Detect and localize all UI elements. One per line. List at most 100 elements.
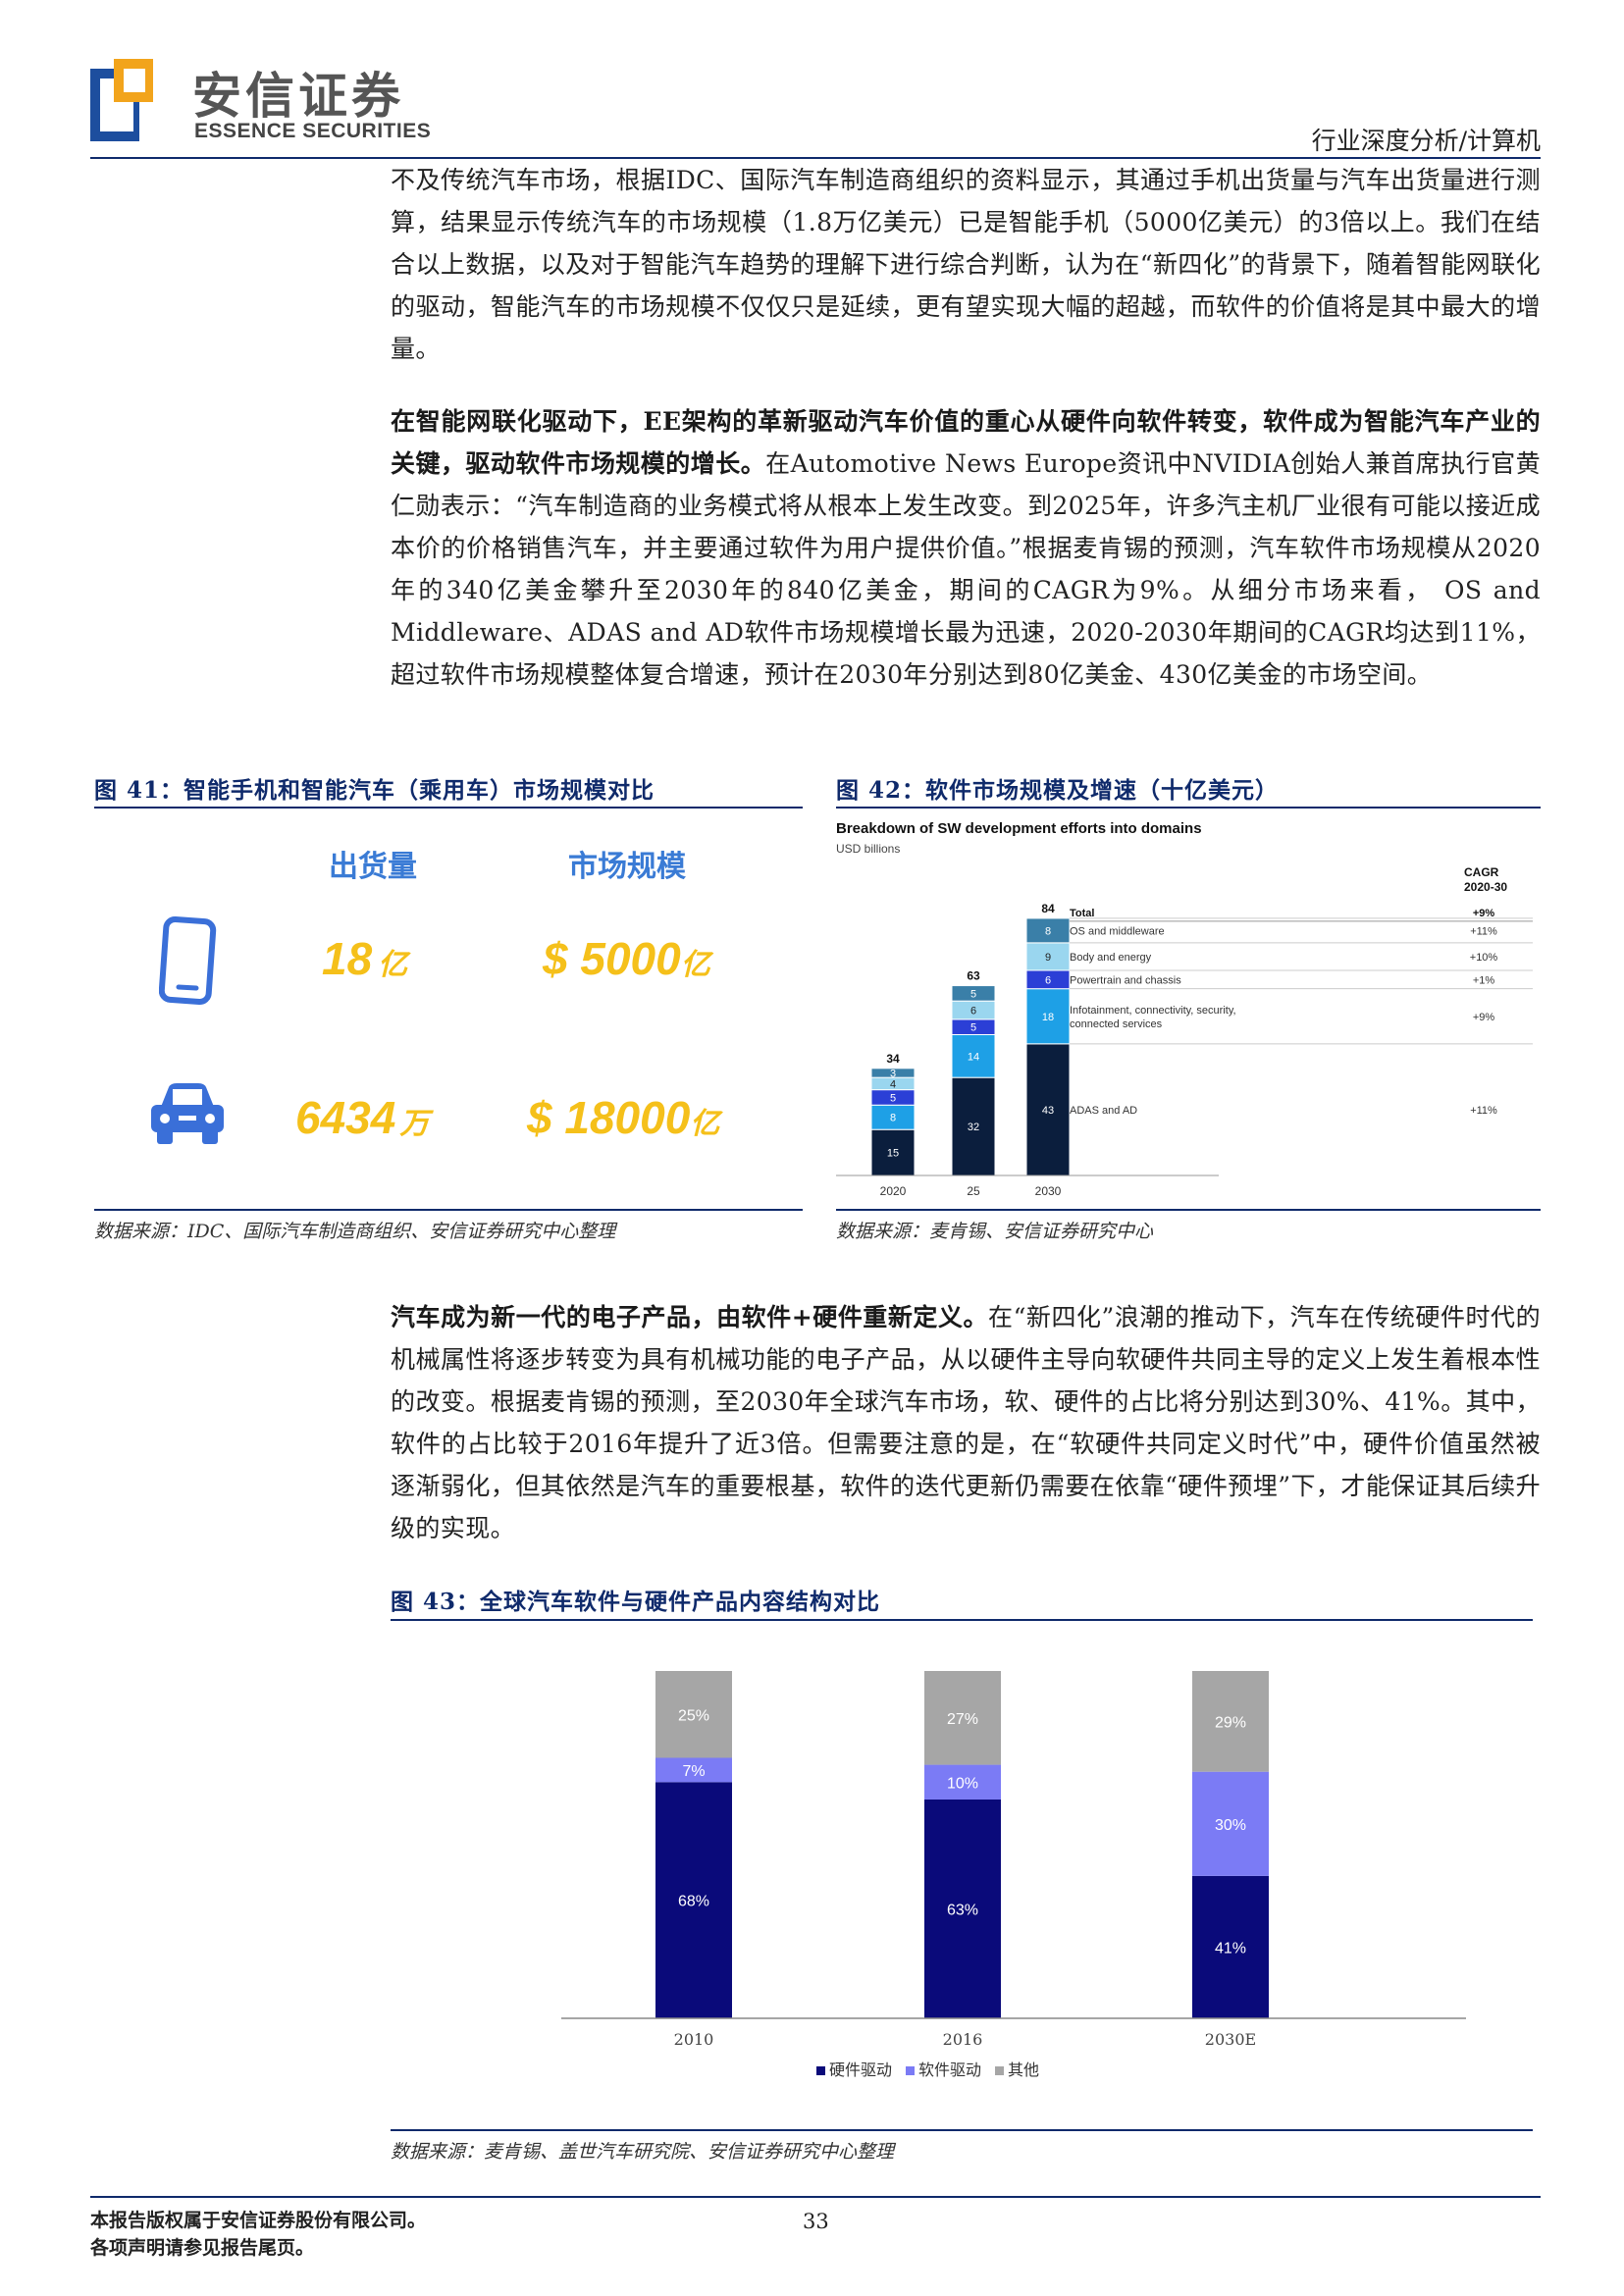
paragraph-2-text: 在Automotive News Europe资讯中NVIDIA创始人兼首席执行…: [391, 449, 1541, 689]
car-volume-number: 6434: [295, 1092, 396, 1143]
phone-market-unit: 亿: [680, 949, 710, 981]
phone-market: $ 5000亿: [543, 932, 710, 985]
fig43-legend-label: 软件驱动: [918, 2061, 981, 2079]
fig43-title: 图 43：全球汽车软件与硬件产品内容结构对比: [391, 1589, 881, 1615]
fig42-legend-label: OS and middleware: [1070, 925, 1165, 937]
fig42-legend-cagr: +1%: [1473, 974, 1495, 986]
phone-volume-number: 18: [322, 933, 373, 984]
fig43-legend-swatch: [816, 2066, 825, 2075]
phone-icon: [158, 916, 220, 1009]
fig42-bar-label: 15: [887, 1148, 899, 1160]
fig42-legend-total-cagr: +9%: [1473, 908, 1495, 919]
fig42-chart: Breakdown of SW development efforts into…: [836, 820, 1533, 1198]
paragraph-2: 在智能网联化驱动下，EE架构的革新驱动汽车价值的重心从硬件向软件转变，软件成为智…: [391, 400, 1541, 696]
fig42-bar-label: 18: [1042, 1012, 1054, 1023]
fig42-bar-segment: [1025, 942, 1071, 971]
header-rule: [90, 157, 1541, 159]
fig42-bar-label: 14: [968, 1051, 979, 1063]
footer-disclaimer: 各项声明请参见报告尾页。: [90, 2237, 315, 2259]
paragraph-1-text: 不及传统汽车市场，根据IDC、国际汽车制造商组织的资料显示，其通过手机出货量与汽…: [391, 166, 1541, 363]
fig42-legend-label: Infotainment, connectivity, security,: [1070, 1005, 1236, 1017]
paragraph-3: 汽车成为新一代的电子产品，由软件+硬件重新定义。在“新四化”浪潮的推动下，汽车在…: [391, 1296, 1541, 1549]
fig43-bar-segment: [924, 1764, 1001, 1800]
fig42-bar-label: 32: [968, 1122, 979, 1133]
fig43-bar-label: 29%: [1215, 1714, 1246, 1731]
car-icon: [147, 1079, 228, 1152]
fig43-bar-segment: [655, 1671, 732, 1758]
fig42-bar-label: 8: [1045, 925, 1051, 937]
fig42-total-label: 34: [886, 1052, 900, 1066]
fig42-legend-cagr: +9%: [1473, 1012, 1495, 1023]
fig42-bar-label: 43: [1042, 1105, 1054, 1117]
fig42-bar-label: 5: [970, 1022, 976, 1034]
fig42-title: 图 42：软件市场规模及增速（十亿美元）: [836, 777, 1280, 804]
fig42-legend-label: Powertrain and chassis: [1070, 974, 1181, 986]
fig43-x-tick: 2010: [674, 2030, 714, 2049]
logo-text-cn: 安信证券: [192, 68, 404, 125]
fig42-legend-cagr: +11%: [1470, 1105, 1497, 1117]
fig43-bar-segment: [1192, 1875, 1269, 2018]
fig42-title-rule: [836, 807, 1541, 809]
fig42-bar-segment: [870, 1128, 916, 1176]
footer-rule: [90, 2196, 1541, 2198]
car-market-unit: 亿: [690, 1108, 720, 1140]
fig43-source: 数据来源：麦肯锡、盖世汽车研究院、安信证券研究中心整理: [391, 2141, 895, 2163]
car-market-number: $ 18000: [527, 1092, 691, 1143]
fig42-bar-segment: [1025, 917, 1071, 944]
fig42-bar-label: 3: [890, 1068, 896, 1079]
fig42-legend-label: ADAS and AD: [1070, 1105, 1137, 1117]
paragraph-1: 不及传统汽车市场，根据IDC、国际汽车制造商组织的资料显示，其通过手机出货量与汽…: [391, 159, 1541, 370]
fig42-total-label: 84: [1041, 902, 1055, 915]
fig42-legend-cagr: +11%: [1470, 925, 1497, 937]
fig42-bar-segment: [1025, 988, 1071, 1045]
section-label: 行业深度分析/计算机: [1311, 127, 1541, 155]
fig43-bar-label: 10%: [947, 1775, 978, 1792]
fig43-bar-label: 25%: [678, 1707, 709, 1724]
fig42-bar-label: 4: [890, 1078, 896, 1090]
fig42-legend-cagr: +10%: [1470, 952, 1498, 964]
fig41-source-rule: [94, 1209, 803, 1211]
phone-volume-unit: 亿: [378, 949, 408, 981]
logo-text-en: ESSENCE SECURITIES: [194, 120, 432, 142]
fig43-x-tick: 2016: [943, 2030, 983, 2049]
fig41-col-shipments: 出货量: [329, 850, 417, 884]
company-logo: [90, 59, 153, 141]
fig42-source: 数据来源：麦肯锡、安信证券研究中心: [836, 1221, 1154, 1242]
page-number: 33: [803, 2210, 829, 2233]
fig42-bar-label: 6: [970, 1006, 976, 1018]
fig42-bar-label: 9: [1045, 952, 1051, 964]
fig43-x-tick: 2030E: [1205, 2030, 1256, 2049]
fig41-title: 图 41：智能手机和智能汽车（乘用车）市场规模对比: [94, 777, 655, 804]
fig43-bar-label: 7%: [682, 1763, 705, 1780]
fig42-bar-segment: [870, 1104, 916, 1130]
fig41-source: 数据来源：IDC、国际汽车制造商组织、安信证券研究中心整理: [94, 1221, 616, 1242]
fig42-chart-title: Breakdown of SW development efforts into…: [836, 820, 1202, 837]
fig42-bar-label: 5: [970, 988, 976, 1000]
fig42-legend-label: Body and energy: [1070, 952, 1152, 964]
car-volume-unit: 万: [399, 1108, 430, 1140]
car-market: $ 18000亿: [527, 1091, 719, 1144]
fig42-bar-label: 6: [1045, 974, 1051, 986]
fig42-legend-total: Total: [1070, 908, 1094, 919]
fig42-x-tick: 2020: [880, 1184, 907, 1198]
fig42-bar-segment: [951, 1033, 996, 1078]
fig41-title-rule: [94, 807, 803, 809]
car-volume: 6434 万: [295, 1091, 429, 1144]
fig43-bar-label: 63%: [947, 1902, 978, 1918]
fig43-bar-label: 30%: [1215, 1817, 1246, 1834]
fig43-legend-swatch: [995, 2066, 1004, 2075]
fig42-unit: USD billions: [836, 842, 900, 856]
fig43-bar-segment: [655, 1782, 732, 2018]
paragraph-3-text: 在“新四化”浪潮的推动下，汽车在传统硬件时代的机械属性将逐步转变为具有机械功能的…: [391, 1303, 1541, 1542]
fig42-legend-label: connected services: [1070, 1018, 1163, 1030]
fig42-bar-label: 5: [890, 1092, 896, 1104]
fig42-bar-segment: [870, 1068, 916, 1078]
fig43-legend-label: 其他: [1008, 2061, 1039, 2079]
fig41-col-market: 市场规模: [568, 850, 686, 884]
fig42-bar-label: 8: [890, 1113, 896, 1124]
fig43-legend-label: 硬件驱动: [829, 2061, 892, 2079]
fig43-bar-label: 68%: [678, 1894, 709, 1910]
fig42-x-tick: 2030: [1035, 1184, 1062, 1198]
fig42-total-label: 63: [967, 969, 980, 983]
paragraph-2-lead: 在智能网联化驱动下，EE架构的革新驱动汽车价值的重心从硬件向软件转变，软件成为智…: [391, 407, 1541, 478]
